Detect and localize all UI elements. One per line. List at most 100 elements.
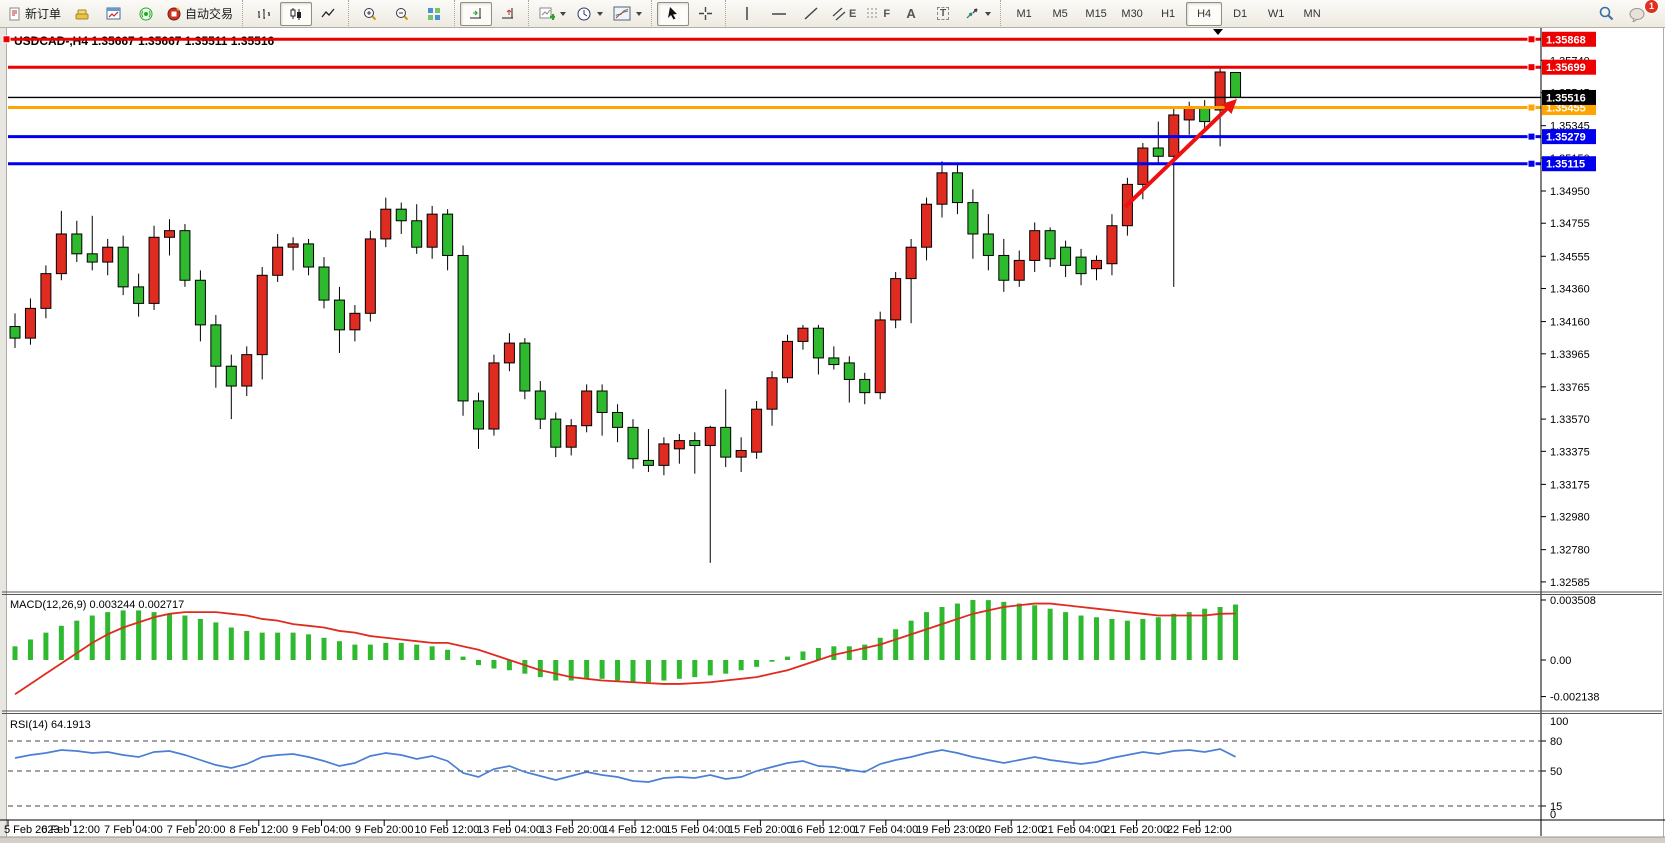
line-chart-button[interactable] <box>312 2 344 26</box>
text-tool-button[interactable]: A <box>895 2 927 26</box>
candle <box>1137 147 1149 185</box>
candle <box>828 357 840 366</box>
fibonacci-tool-button[interactable]: F <box>861 2 895 26</box>
candle <box>364 238 376 314</box>
candle <box>612 411 624 428</box>
hline-handle <box>1527 103 1536 112</box>
new-order-button[interactable]: 新订单 <box>3 2 66 26</box>
periods-button[interactable] <box>571 2 608 26</box>
timeframe-group: M1 M5 M15 M30 H1 H4 D1 W1 MN <box>1000 0 1330 28</box>
arrows-tool-button[interactable] <box>959 2 996 26</box>
search-button[interactable] <box>1590 2 1622 26</box>
macd-bar <box>877 637 883 660</box>
auto-trading-button[interactable]: 自动交易 <box>162 2 238 26</box>
profiles-button[interactable] <box>98 2 130 26</box>
candle <box>210 324 222 367</box>
horizontal-line-tool-button[interactable] <box>763 2 795 26</box>
macd-bar <box>785 656 790 660</box>
timeframe-m5[interactable]: M5 <box>1052 7 1068 20</box>
macd-signal-line <box>14 602 1236 695</box>
chart-canvas[interactable]: USDCAD-,H4 1.35667 1.35667 1.35511 1.355… <box>0 28 1665 843</box>
candle <box>1214 71 1226 111</box>
auto-scroll-button[interactable] <box>460 1 493 26</box>
candle <box>1199 107 1211 123</box>
candle <box>812 327 824 359</box>
macd-bar <box>383 642 389 660</box>
candle <box>581 390 593 427</box>
candle <box>534 390 546 420</box>
rsi-tick-label: 100 <box>1550 716 1568 728</box>
price-tick-label: 1.34755 <box>1550 218 1590 230</box>
macd-bar <box>244 630 250 660</box>
text-label-tool-button[interactable]: T <box>927 2 959 26</box>
timeframe-m15[interactable]: M15 <box>1085 7 1107 20</box>
crosshair-icon <box>698 7 712 20</box>
candle <box>488 362 500 430</box>
candlestick-chart-button[interactable] <box>280 1 313 26</box>
auto-trading-label: 自动交易 <box>185 7 234 21</box>
time-label: 16 Feb 12:00 <box>791 824 856 836</box>
price-tick-label: 1.33570 <box>1550 414 1590 426</box>
macd-bar <box>1233 604 1239 660</box>
price-badge <box>1542 31 1596 47</box>
candle <box>627 426 639 460</box>
candle <box>503 342 515 364</box>
macd-bar <box>908 620 914 660</box>
chart-shift-button[interactable] <box>492 2 524 26</box>
candle <box>982 233 994 256</box>
channel-tool-button[interactable]: E <box>827 2 861 26</box>
candle <box>1183 107 1195 121</box>
time-label: 7 Feb 20:00 <box>167 824 226 836</box>
macd-bar <box>924 612 930 660</box>
timeframe-h1[interactable]: H1 <box>1161 7 1176 20</box>
time-label: 22 Feb 12:00 <box>1167 824 1232 836</box>
time-label: 9 Feb 20:00 <box>355 824 414 836</box>
macd-bar <box>352 644 358 660</box>
add-indicator-button[interactable] <box>534 2 571 26</box>
macd-bar <box>800 651 806 660</box>
candlestick-chart-icon <box>290 7 302 20</box>
macd-bar <box>1063 612 1069 660</box>
new-chart-button[interactable] <box>66 2 98 26</box>
timeframe-m30[interactable]: M30 <box>1121 7 1143 20</box>
timeframe-w1[interactable]: W1 <box>1267 7 1285 20</box>
macd-bar <box>74 620 80 660</box>
time-label: 7 Feb 04:00 <box>104 824 163 836</box>
candle <box>442 213 454 256</box>
bar-chart-button[interactable] <box>248 2 280 26</box>
vertical-line-icon <box>746 7 748 20</box>
chart-shift-icon <box>502 7 514 18</box>
vertical-line-tool-button[interactable] <box>731 2 763 26</box>
candle <box>673 440 685 450</box>
macd-bar <box>723 660 729 674</box>
price-tick-label: 1.33375 <box>1550 446 1590 458</box>
time-label: 15 Feb 20:00 <box>728 824 793 836</box>
notifications-button[interactable]: 1 <box>1622 0 1659 26</box>
rsi-line <box>14 748 1236 783</box>
trendline-tool-button[interactable] <box>795 2 827 26</box>
templates-button[interactable] <box>608 2 647 26</box>
zoom-in-button[interactable] <box>354 2 386 26</box>
hline-handle <box>1527 35 1536 44</box>
candles <box>9 67 1242 563</box>
timeframe-h4[interactable]: H4 <box>1186 1 1223 26</box>
equidistant-channel-icon <box>832 7 846 21</box>
signal-button[interactable] <box>130 2 162 26</box>
candle <box>9 326 21 339</box>
timeframe-m1[interactable]: M1 <box>1016 7 1032 20</box>
chart-window-icon <box>106 7 121 19</box>
price-tick-label: 1.32585 <box>1550 577 1590 589</box>
macd-bar <box>445 649 451 660</box>
candle <box>194 279 206 326</box>
candle <box>720 426 732 458</box>
macd-bar <box>954 603 960 660</box>
cursor-button[interactable] <box>657 1 690 26</box>
arrow-annotation[interactable] <box>1123 104 1232 209</box>
timeframe-d1[interactable]: D1 <box>1233 7 1248 20</box>
timeframe-mn[interactable]: MN <box>1303 7 1321 20</box>
gold-bars-icon <box>75 9 89 19</box>
crosshair-button[interactable] <box>689 2 721 26</box>
zoom-out-button[interactable] <box>386 2 418 26</box>
tile-windows-button[interactable] <box>418 2 450 26</box>
